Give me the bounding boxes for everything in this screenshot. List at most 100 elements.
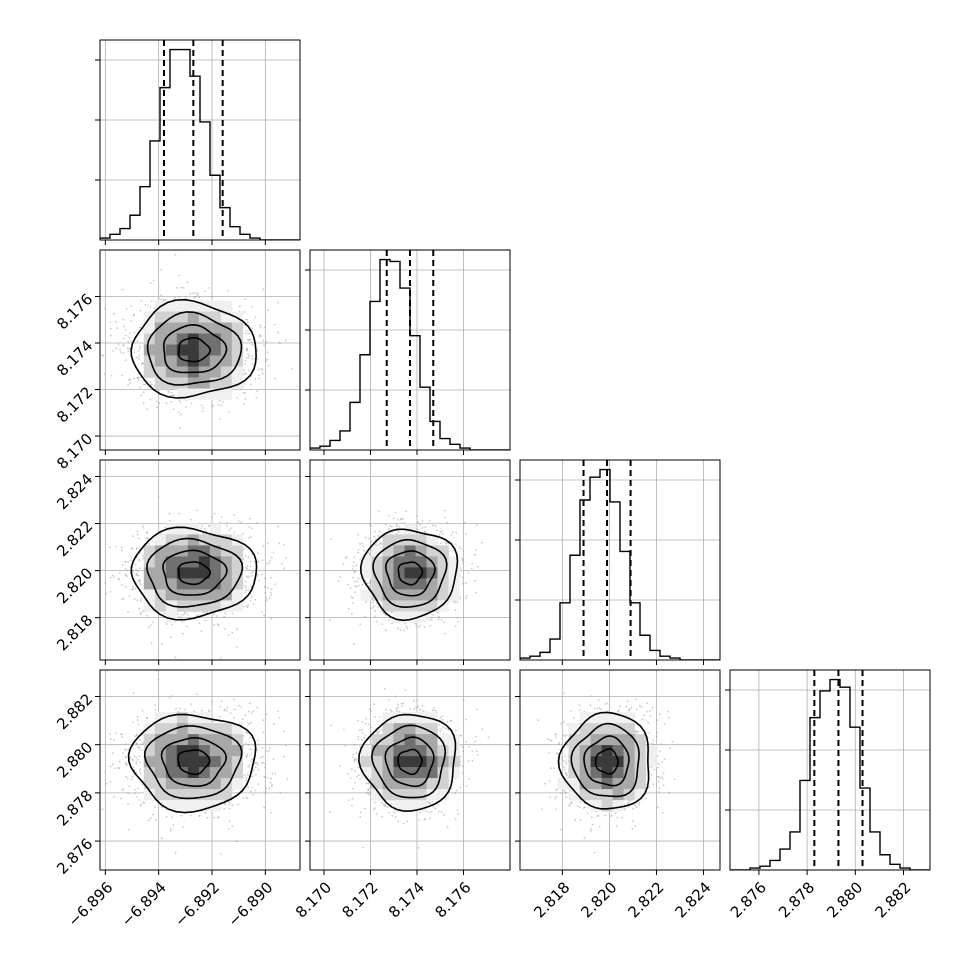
scatter-point xyxy=(127,350,130,352)
scatter-point xyxy=(355,752,358,755)
scatter-point xyxy=(367,789,369,791)
x-tick-label: 2.882 xyxy=(871,878,914,921)
density-cell xyxy=(165,567,178,579)
scatter-point xyxy=(377,720,380,723)
density-cell xyxy=(220,388,233,400)
scatter-point xyxy=(112,312,115,315)
scatter-point xyxy=(248,575,251,578)
scatter-point xyxy=(135,796,138,799)
scatter-point xyxy=(438,615,440,618)
density-cell xyxy=(404,712,416,724)
scatter-point xyxy=(614,812,617,814)
scatter-point xyxy=(385,708,387,711)
scatter-point xyxy=(556,788,558,791)
scatter-point xyxy=(365,792,367,794)
scatter-point xyxy=(357,534,359,536)
scatter-point xyxy=(377,535,380,537)
scatter-point xyxy=(109,738,112,741)
scatter-point xyxy=(667,717,670,719)
density-cell xyxy=(579,745,591,757)
scatter-point xyxy=(391,531,394,534)
scatter-point xyxy=(236,840,238,843)
scatter-point xyxy=(342,728,345,731)
scatter-point xyxy=(268,787,271,790)
density-cell xyxy=(601,712,613,724)
scatter-point xyxy=(270,777,272,780)
density-cell xyxy=(437,767,449,779)
scatter-point xyxy=(250,760,253,763)
density-cell xyxy=(382,745,394,757)
scatter-point xyxy=(125,575,128,578)
scatter-point xyxy=(616,816,618,819)
scatter-point xyxy=(564,772,567,775)
scatter-point xyxy=(247,786,250,789)
density-cell xyxy=(165,778,178,790)
scatter-point xyxy=(661,777,664,780)
scatter-point xyxy=(137,758,139,761)
scatter-point xyxy=(183,613,185,616)
density-cell xyxy=(187,800,200,812)
density-cell xyxy=(601,723,613,735)
density-cell xyxy=(426,789,438,801)
density-cell xyxy=(612,723,624,735)
contour-line xyxy=(177,561,212,586)
density-cell xyxy=(557,778,569,790)
scatter-point xyxy=(402,702,404,705)
scatter-point xyxy=(368,793,371,796)
scatter-point xyxy=(454,792,457,795)
scatter-point xyxy=(658,787,661,790)
density-cell xyxy=(404,800,416,812)
density-cell xyxy=(209,322,222,334)
scatter-point xyxy=(233,698,235,701)
scatter-point xyxy=(120,733,123,736)
scatter-point xyxy=(474,591,477,594)
scatter-point xyxy=(200,527,203,530)
density-cell xyxy=(612,778,624,790)
scatter-point xyxy=(124,748,127,751)
scatter-point xyxy=(589,829,592,832)
scatter-point xyxy=(154,704,156,706)
scatter-point xyxy=(367,537,370,540)
scatter-point xyxy=(405,510,408,513)
scatter-point xyxy=(465,718,467,721)
contour-line xyxy=(163,324,228,374)
density-cell xyxy=(231,567,244,579)
density-cell xyxy=(209,578,222,590)
density-cell xyxy=(209,377,222,389)
scatter-point xyxy=(149,398,152,401)
density-cell xyxy=(143,756,156,768)
scatter-point xyxy=(558,741,561,744)
scatter-point xyxy=(271,784,274,787)
scatter-point xyxy=(650,773,653,776)
scatter-point xyxy=(467,571,470,574)
scatter-point xyxy=(455,668,457,670)
scatter-point xyxy=(355,586,358,588)
scatter-point xyxy=(231,804,234,807)
scatter-point xyxy=(342,563,345,566)
scatter-point xyxy=(265,596,268,599)
scatter-point xyxy=(457,813,460,815)
density-cell xyxy=(568,778,580,790)
scatter-point xyxy=(355,775,358,778)
density-cell xyxy=(176,578,189,590)
scatter-point xyxy=(544,782,546,785)
scatter-point xyxy=(154,709,157,711)
scatter-point xyxy=(465,597,467,599)
contour-line xyxy=(177,337,212,363)
scatter-point xyxy=(274,583,277,586)
scatter-point xyxy=(388,699,390,701)
density-cell xyxy=(371,789,383,801)
scatter-point xyxy=(123,325,125,328)
scatter-point xyxy=(208,287,211,289)
scatter-point xyxy=(563,766,566,769)
scatter-point xyxy=(163,612,166,615)
panel-frame xyxy=(99,459,301,661)
density-cell xyxy=(590,800,602,812)
scatter-point xyxy=(566,774,569,776)
scatter-point xyxy=(461,772,464,775)
density-cell xyxy=(154,734,167,746)
scatter-point xyxy=(657,780,660,783)
scatter-point xyxy=(273,323,276,326)
scatter-point xyxy=(251,363,254,365)
scatter-point xyxy=(193,710,195,713)
